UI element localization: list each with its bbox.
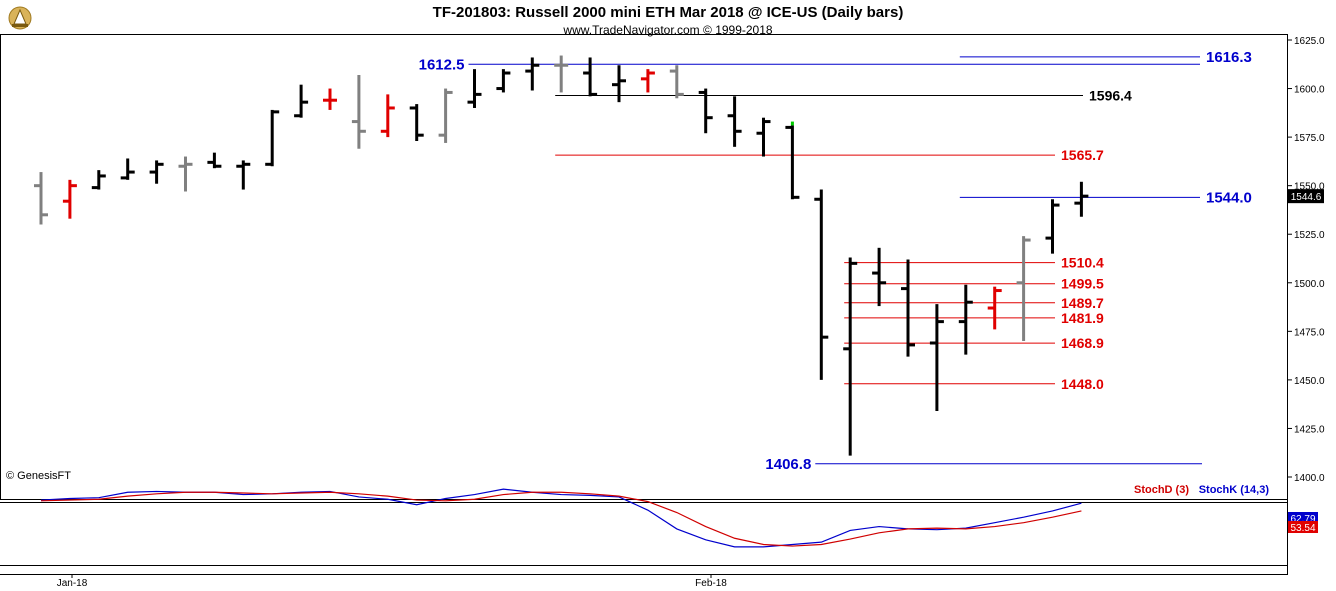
y-tick-label: 1450.0 <box>1294 376 1325 387</box>
y-tick-label: 1575.0 <box>1294 133 1325 144</box>
price-bars <box>34 55 1089 456</box>
stochD-line <box>40 491 1082 547</box>
ohlc-bar <box>351 74 366 149</box>
ohlc-bar <box>583 57 598 97</box>
level-label: 1565.7 <box>1061 147 1104 163</box>
ohlc-bar <box>236 160 251 190</box>
level-label: 1616.3 <box>1206 49 1252 66</box>
ohlc-bar <box>525 57 540 91</box>
ohlc-bar <box>640 69 655 93</box>
ohlc-bar <box>785 121 800 200</box>
level-label: 1489.7 <box>1061 295 1104 311</box>
ohlc-bar <box>34 172 48 225</box>
level-label: 1596.4 <box>1089 88 1132 104</box>
logo-icon <box>8 6 32 30</box>
ohlc-bar <box>409 104 424 141</box>
ohlc-bar <box>265 109 280 167</box>
legend-stochK: StochK (14,3) <box>1199 484 1270 496</box>
ohlc-bar <box>554 55 569 93</box>
stochK-value: 62.79 <box>1290 514 1315 525</box>
ohlc-bar <box>987 286 1002 330</box>
watermark: © GenesisFT <box>6 470 71 482</box>
ohlc-bar <box>872 247 887 307</box>
ohlc-bar <box>496 69 511 93</box>
y-axis: 1625.0 1600.0 1575.0 1550.0 1525.0 1500.0 1475… <box>1287 36 1325 484</box>
ohlc-bar <box>1045 199 1060 254</box>
chart-title: TF-201803: Russell 2000 mini ETH Mar 201… <box>433 4 904 21</box>
ohlc-bar <box>1074 181 1089 217</box>
level-label: 1612.5 <box>419 56 465 73</box>
ohlc-bar <box>467 69 482 108</box>
ohlc-bar <box>929 304 944 411</box>
ohlc-bar <box>178 156 193 192</box>
level-label: 1468.9 <box>1061 335 1104 351</box>
ohlc-bar <box>149 160 164 184</box>
chart-subtitle: www.TradeNavigator.com © 1999-2018 <box>562 23 772 37</box>
stochD-value: 53.54 <box>1290 523 1315 534</box>
ohlc-bar <box>698 88 713 134</box>
ohlc-bar <box>294 84 309 118</box>
ohlc-bar <box>1016 236 1031 342</box>
level-label: 1406.8 <box>765 456 811 473</box>
x-tick-label: Feb-18 <box>695 578 727 589</box>
ohlc-bar <box>207 152 222 169</box>
ohlc-bar <box>323 88 337 110</box>
stochD-tag <box>1288 521 1318 533</box>
y-tick-label: 1425.0 <box>1294 424 1325 435</box>
y-tick-label: 1500.0 <box>1294 279 1325 290</box>
ohlc-bar <box>62 179 77 219</box>
ohlc-bar <box>901 259 915 357</box>
level-label: 1510.4 <box>1061 255 1104 271</box>
ohlc-bar <box>612 65 626 103</box>
y-tick-label: 1475.0 <box>1294 327 1325 338</box>
ohlc-bar <box>380 94 395 138</box>
ohlc-bar <box>438 88 453 143</box>
level-label: 1481.9 <box>1061 310 1104 326</box>
ohlc-bar <box>669 65 684 99</box>
ohlc-bar <box>756 117 771 157</box>
last-price-tag: 1544.6 <box>1288 189 1324 204</box>
legend-stochD: StochD (3) <box>1134 484 1189 496</box>
support-resistance-levels: 1616.3 1612.5 1596.4 1565.7 1544.0 1510.4 1499… <box>419 49 1252 473</box>
y-tick-label: 1400.0 <box>1294 473 1325 484</box>
ohlc-bar <box>120 158 135 180</box>
y-tick-label: 1600.0 <box>1294 85 1325 96</box>
x-axis: Jan-18 Feb-18 <box>57 574 727 589</box>
x-tick-label: Jan-18 <box>57 578 88 589</box>
ohlc-bar <box>814 189 829 380</box>
y-tick-label: 1625.0 <box>1294 36 1325 47</box>
ohlc-bar <box>91 170 106 190</box>
ohlc-bar <box>958 284 973 355</box>
level-label: 1448.0 <box>1061 376 1104 392</box>
y-tick-label: 1525.0 <box>1294 230 1325 241</box>
ohlc-bar <box>727 96 742 147</box>
level-label: 1544.0 <box>1206 189 1252 206</box>
level-label: 1499.5 <box>1061 276 1104 292</box>
last-price-label: 1544.6 <box>1291 192 1322 203</box>
y-tick-label: 1550.0 <box>1294 182 1325 193</box>
ohlc-bar <box>843 257 858 456</box>
stochK-line <box>40 488 1082 548</box>
